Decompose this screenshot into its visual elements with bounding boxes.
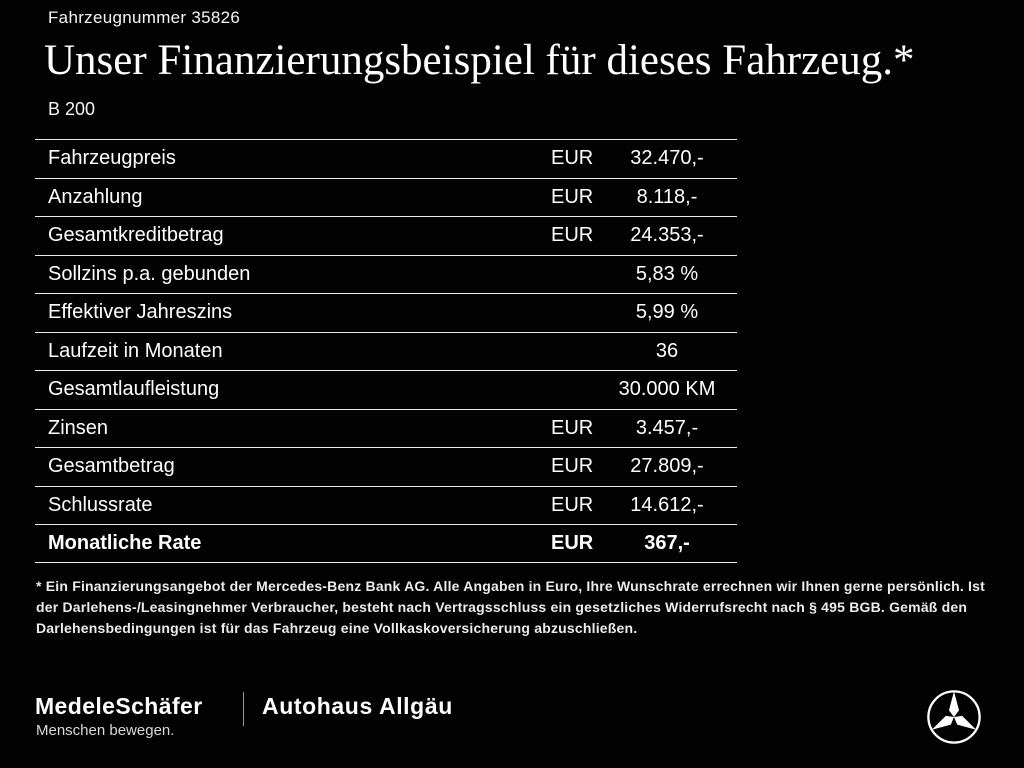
vehicle-model: B 200 (48, 99, 96, 119)
mercedes-star-icon (927, 690, 981, 744)
row-value: 5,83 % (635, 262, 699, 285)
finance-table: Fahrzeugpreis EUR 32.470,- Anzahlung EUR… (35, 139, 737, 563)
row-value: 3.457,- (635, 416, 699, 439)
row-value: 36 (655, 339, 679, 362)
row-value: 30.000 KM (618, 378, 716, 401)
table-row: Anzahlung EUR 8.118,- (35, 177, 737, 217)
dealer-logo-medele-schaefer: MedeleSchäfer (35, 693, 203, 719)
row-currency: EUR (551, 493, 594, 516)
row-label: Sollzins p.a. gebunden (48, 262, 251, 285)
table-row: Sollzins p.a. gebunden 5,83 % (35, 254, 737, 294)
row-label: Laufzeit in Monaten (48, 339, 223, 362)
table-row: Fahrzeugpreis EUR 32.470,- (35, 139, 737, 178)
row-label: Gesamtkreditbetrag (48, 224, 224, 247)
table-row: Gesamtbetrag EUR 27.809,- (35, 447, 737, 486)
row-value: 8.118,- (636, 185, 698, 208)
vehicle-number: Fahrzeugnummer 35826 (48, 8, 241, 27)
row-currency: EUR (551, 147, 594, 170)
table-row: Gesamtkreditbetrag EUR 24.353,- (35, 216, 737, 255)
row-currency: EUR (551, 416, 594, 439)
table-row: Schlussrate EUR 14.612,- (35, 485, 737, 525)
row-label: Zinsen (48, 416, 109, 439)
table-row: Laufzeit in Monaten 36 (35, 331, 737, 371)
row-label: Monatliche Rate (48, 531, 202, 554)
dealer-logo-autohaus-allgaeu: Autohaus Allgäu (262, 693, 453, 719)
dealer-tagline: Menschen bewegen. (36, 722, 175, 739)
row-label: Schlussrate (48, 493, 153, 516)
row-value: 27.809,- (630, 455, 704, 478)
table-row: Effektiver Jahreszins 5,99 % (35, 293, 737, 332)
row-label: Gesamtlaufleistung (48, 378, 220, 401)
page-title: Unser Finanzierungsbeispiel für dieses F… (44, 37, 915, 84)
footnote-text: * Ein Finanzierungsangebot der Mercedes-… (36, 578, 985, 636)
row-currency: EUR (551, 531, 594, 554)
row-label: Effektiver Jahreszins (48, 301, 233, 324)
footer-divider (243, 692, 244, 726)
table-row: Zinsen EUR 3.457,- (35, 408, 737, 448)
row-value: 24.353,- (630, 224, 704, 247)
table-row: Gesamtlaufleistung 30.000 KM (35, 370, 737, 409)
row-value: 5,99 % (635, 301, 699, 324)
table-row-monthly-rate: Monatliche Rate EUR 367,- (35, 524, 737, 563)
row-value: 32.470,- (630, 147, 704, 170)
row-label: Fahrzeugpreis (48, 147, 176, 170)
row-currency: EUR (551, 185, 594, 208)
row-value: 367,- (644, 531, 690, 554)
row-currency: EUR (551, 455, 594, 478)
row-label: Gesamtbetrag (48, 455, 175, 478)
row-label: Anzahlung (48, 185, 143, 208)
row-value: 14.612,- (630, 493, 704, 516)
footer: MedeleSchäfer Menschen bewegen. Autohaus… (0, 688, 1024, 752)
row-currency: EUR (551, 224, 594, 247)
